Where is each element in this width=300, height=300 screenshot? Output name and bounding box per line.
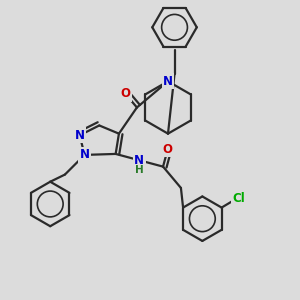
Text: O: O <box>120 87 130 100</box>
Text: N: N <box>163 75 173 88</box>
Text: N: N <box>75 129 85 142</box>
Text: O: O <box>163 143 173 156</box>
Text: Cl: Cl <box>232 192 245 205</box>
Text: H: H <box>135 165 144 175</box>
Text: N: N <box>134 154 144 167</box>
Text: N: N <box>80 148 90 161</box>
